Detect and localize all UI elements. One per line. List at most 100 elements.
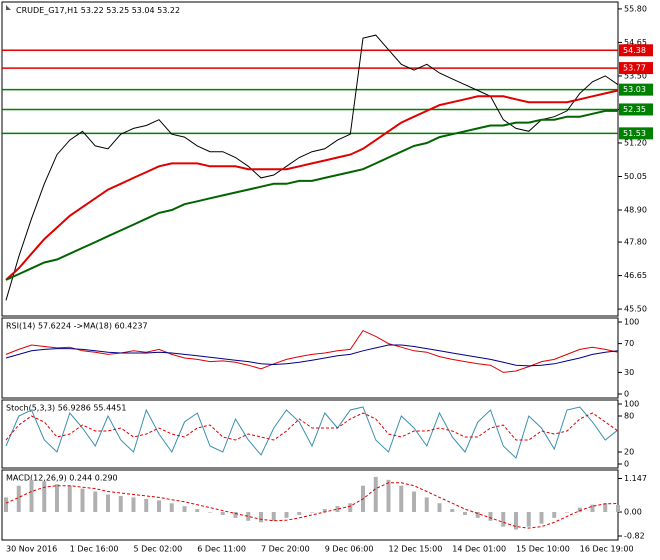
histogram-bar [322,509,327,513]
y-tick-label: 51.20 [624,138,647,147]
y-tick-label: 100 [624,400,639,409]
level-box [619,127,653,140]
y-tick-label: 54.65 [624,38,647,47]
low: 53.04 [132,6,155,15]
y-tick-label: 48.90 [624,206,647,215]
series-line [5,482,619,529]
y-tick-label: 50.05 [624,172,647,181]
histogram-bar [106,494,110,513]
histogram-bar [603,503,608,513]
indicator-title: MACD(12,26,9) 0.244 0.290 [6,474,118,483]
y-tick-label: 20 [624,448,634,457]
x-tick-label: 12 Dec 15:00 [389,545,443,554]
indicator-title: RSI(14) 57.6224 ->MA(18) 60.4237 [6,322,148,331]
y-tick-label: -0.82 [624,532,645,541]
x-tick-label: 14 Dec 01:00 [452,545,506,554]
open: 53.22 [81,6,104,15]
histogram-bar [233,512,238,518]
level-box [619,83,653,96]
panel-frame [1,399,619,469]
histogram-bar [424,497,429,513]
histogram-bar [565,512,569,513]
histogram-bar [29,479,34,513]
y-tick-label: 0 [624,460,629,469]
histogram-bar [463,512,467,515]
y-tick-label: 47.80 [624,238,647,247]
x-tick-label: 5 Dec 02:00 [134,545,183,554]
level-label: 53.77 [623,64,646,73]
histogram-bar [577,507,582,513]
histogram-bar [386,479,391,513]
histogram-bar [16,485,21,513]
histogram-bar [335,506,340,513]
high: 53.25 [106,6,129,15]
histogram-bar [539,512,544,524]
histogram-bar [131,497,136,513]
histogram-bar [118,495,123,513]
histogram-bar [169,503,174,513]
y-tick-label: 46.65 [624,271,647,280]
histogram-bar [93,491,98,513]
histogram-bar [412,491,416,513]
level-box [619,62,653,75]
y-tick-label: 80 [624,412,634,421]
close: 53.22 [157,6,180,15]
histogram-bar [616,505,620,513]
title-arrow [6,5,11,10]
x-tick-label: 15 Dec 10:00 [516,545,570,554]
histogram-bar [501,512,506,527]
histogram-bar [195,509,200,513]
histogram-bar [514,512,518,530]
series-line [5,412,619,441]
histogram-bar [220,512,225,515]
histogram-bar [450,509,455,513]
y-tick-label: 70 [624,339,634,348]
level-box [619,44,653,57]
histogram-bar [259,512,263,523]
y-tick-label: 0.00 [624,508,642,517]
y-tick-label: 1.147 [624,474,647,483]
histogram-bar [399,485,404,513]
panel-frame [1,1,619,317]
y-tick-label: 0 [624,390,629,399]
histogram-bar [284,512,289,518]
histogram-bar [437,503,442,513]
histogram-bar [80,488,85,513]
indicator-title: Stoch(5,3,3) 56.9286 55.4451 [6,404,126,413]
histogram-bar [157,500,161,513]
histogram-bar [271,512,276,521]
histogram-bar [373,476,378,513]
series-line [5,89,619,281]
chart-title: CRUDE_G17,H1 53.22 53.25 53.04 53.22 [16,6,180,15]
panel-frame [1,317,619,399]
x-tick-label: 16 Dec 19:00 [580,545,634,554]
symbol: CRUDE_G17,H1 [16,6,78,15]
y-tick-label: 100 [624,318,639,327]
y-tick-label: 53.50 [624,71,647,80]
level-box [619,103,653,116]
histogram-bar [42,481,47,513]
level-label: 51.53 [623,129,646,138]
histogram-bar [182,506,187,513]
histogram-bar [526,512,531,527]
histogram-bar [67,485,72,513]
histogram-bar [348,503,353,513]
series-line [5,34,619,301]
level-label: 52.35 [623,105,646,114]
x-tick-label: 6 Dec 11:00 [197,545,246,554]
x-tick-label: 9 Dec 06:00 [325,545,374,554]
y-tick-label: 30 [624,368,634,377]
level-label: 54.38 [623,46,646,55]
series-line [5,109,618,281]
histogram-bar [246,512,251,521]
histogram-bar [488,512,493,521]
y-tick-label: 45.50 [624,305,647,314]
x-tick-label: 1 Dec 16:00 [70,545,119,554]
histogram-bar [590,504,595,513]
histogram-bar [208,512,212,513]
x-tick-label: 7 Dec 20:00 [261,545,310,554]
histogram-bar [310,512,314,513]
histogram-bar [297,512,302,515]
